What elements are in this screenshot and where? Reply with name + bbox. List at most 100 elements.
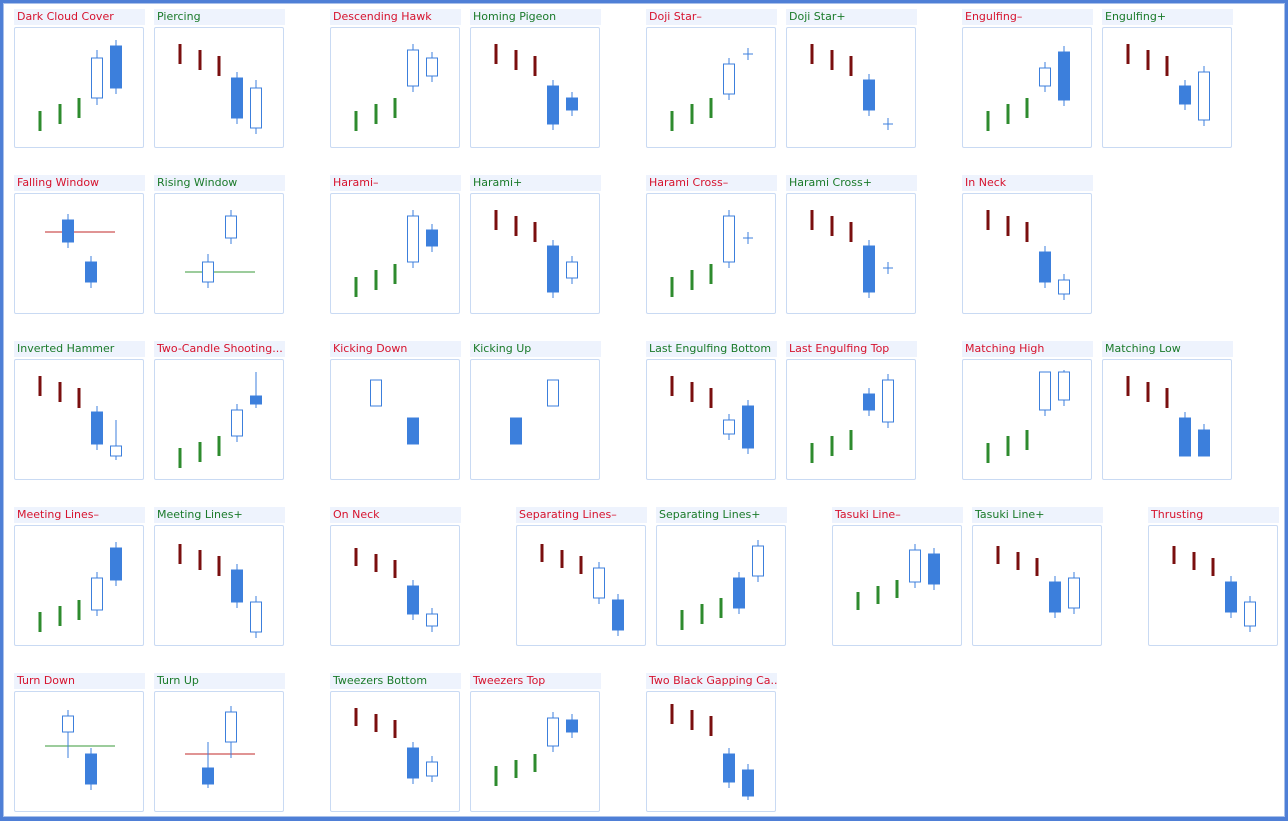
kicking-up-icon <box>510 379 559 445</box>
pattern-cell[interactable]: Harami Cross+ <box>786 175 917 315</box>
pattern-cell[interactable]: Turn Down <box>14 673 145 813</box>
red-candle <box>514 50 518 70</box>
pattern-cell[interactable]: Matching High <box>962 341 1093 481</box>
harami-bullish-icon <box>494 210 578 298</box>
pattern-cell[interactable]: Kicking Up <box>470 341 601 481</box>
red-candle <box>1211 558 1215 576</box>
green-candle <box>895 580 899 598</box>
red-candle <box>1126 376 1130 396</box>
pattern-cell[interactable]: Meeting Lines+ <box>154 507 285 647</box>
filled-candle <box>547 85 559 125</box>
pattern-preview <box>646 691 776 812</box>
pattern-label: Doji Star+ <box>786 9 917 25</box>
filled-candle <box>1039 251 1051 283</box>
pattern-cell[interactable]: Homing Pigeon <box>470 9 601 149</box>
pattern-label: Rising Window <box>154 175 285 191</box>
pattern-label: Harami Cross– <box>646 175 777 191</box>
green-candle <box>830 436 834 456</box>
pattern-preview <box>786 193 916 314</box>
pattern-label: Meeting Lines– <box>14 507 145 523</box>
pattern-cell[interactable]: Matching Low <box>1102 341 1233 481</box>
pattern-cell[interactable]: Rising Window <box>154 175 285 315</box>
green-candle <box>514 760 518 778</box>
hollow-candle <box>593 567 605 599</box>
pattern-cell[interactable]: Last Engulfing Bottom <box>646 341 777 481</box>
pattern-preview <box>646 27 776 148</box>
red-candle <box>514 216 518 236</box>
pattern-cell[interactable]: Harami Cross– <box>646 175 777 315</box>
filled-candle <box>742 405 754 449</box>
pattern-cell[interactable]: Harami– <box>330 175 461 315</box>
pattern-cell[interactable]: Descending Hawk <box>330 9 461 149</box>
hollow-candle <box>1039 67 1051 87</box>
pattern-cell[interactable]: Doji Star+ <box>786 9 917 149</box>
pattern-preview <box>154 193 284 314</box>
pattern-cell[interactable]: Tweezers Top <box>470 673 601 813</box>
pattern-cell[interactable]: Thrusting <box>1148 507 1279 647</box>
pattern-cell[interactable]: Engulfing– <box>962 9 1093 149</box>
pattern-label: Matching Low <box>1102 341 1233 357</box>
filled-candle <box>1179 85 1191 105</box>
green-candle <box>58 104 62 124</box>
hollow-candle <box>1068 577 1080 609</box>
red-candle <box>540 544 544 562</box>
last-engulfing-bottom-icon <box>670 376 754 454</box>
pattern-cell[interactable]: Tweezers Bottom <box>330 673 461 813</box>
red-candle <box>1192 552 1196 570</box>
pattern-cell[interactable]: Separating Lines– <box>516 507 647 647</box>
filled-candle <box>612 599 624 631</box>
red-candle <box>374 714 378 732</box>
pattern-label: Two Black Gapping Ca... <box>646 673 777 689</box>
pattern-cell[interactable]: Kicking Down <box>330 341 461 481</box>
red-candle <box>670 704 674 724</box>
pattern-cell[interactable]: Piercing <box>154 9 285 149</box>
pattern-label: Turn Down <box>14 673 145 689</box>
filled-candle <box>407 747 419 779</box>
pattern-cell[interactable]: Separating Lines+ <box>656 507 787 647</box>
pattern-cell[interactable]: Doji Star– <box>646 9 777 149</box>
filled-candle <box>91 411 103 445</box>
green-candle <box>986 443 990 463</box>
pattern-cell[interactable]: On Neck <box>330 507 461 647</box>
pattern-label: Two-Candle Shooting... <box>154 341 285 357</box>
pattern-label: Tasuki Line– <box>832 507 963 523</box>
filled-candle <box>863 393 875 411</box>
pattern-cell[interactable]: Falling Window <box>14 175 145 315</box>
pattern-cell[interactable]: Turn Up <box>154 673 285 813</box>
tasuki-line-bearish-icon <box>856 544 940 610</box>
pattern-label: Separating Lines+ <box>656 507 787 523</box>
pattern-cell[interactable]: Tasuki Line+ <box>972 507 1103 647</box>
pattern-cell[interactable]: Two Black Gapping Ca... <box>646 673 777 813</box>
pattern-cell[interactable]: Engulfing+ <box>1102 9 1233 149</box>
green-candle <box>393 264 397 284</box>
red-candle <box>1165 388 1169 408</box>
green-candle <box>680 610 684 630</box>
hollow-candle <box>1198 71 1210 121</box>
pattern-cell[interactable]: In Neck <box>962 175 1093 315</box>
hollow-candle <box>426 57 438 77</box>
pattern-cell[interactable]: Two-Candle Shooting... <box>154 341 285 481</box>
matching-high-icon <box>986 370 1070 463</box>
pattern-cell[interactable]: Harami+ <box>470 175 601 315</box>
pattern-preview <box>154 691 284 812</box>
pattern-cell[interactable]: Last Engulfing Top <box>786 341 917 481</box>
pattern-cell[interactable]: Meeting Lines– <box>14 507 145 647</box>
red-candle <box>1146 382 1150 402</box>
pattern-preview <box>330 691 460 812</box>
pattern-cell[interactable]: Inverted Hammer <box>14 341 145 481</box>
filled-candle <box>407 585 419 615</box>
pattern-preview <box>786 359 916 480</box>
pattern-preview <box>962 359 1092 480</box>
kicking-down-icon <box>370 379 419 445</box>
pattern-cell[interactable]: Tasuki Line– <box>832 507 963 647</box>
filled-candle <box>110 45 122 89</box>
filled-candle <box>510 417 522 445</box>
hollow-candle <box>91 57 103 99</box>
red-candle <box>354 548 358 566</box>
pattern-preview <box>14 691 144 812</box>
hollow-candle <box>370 379 382 407</box>
red-candle <box>198 550 202 570</box>
pattern-label: Last Engulfing Bottom <box>646 341 777 357</box>
pattern-cell[interactable]: Dark Cloud Cover <box>14 9 145 149</box>
filled-candle <box>202 767 214 785</box>
